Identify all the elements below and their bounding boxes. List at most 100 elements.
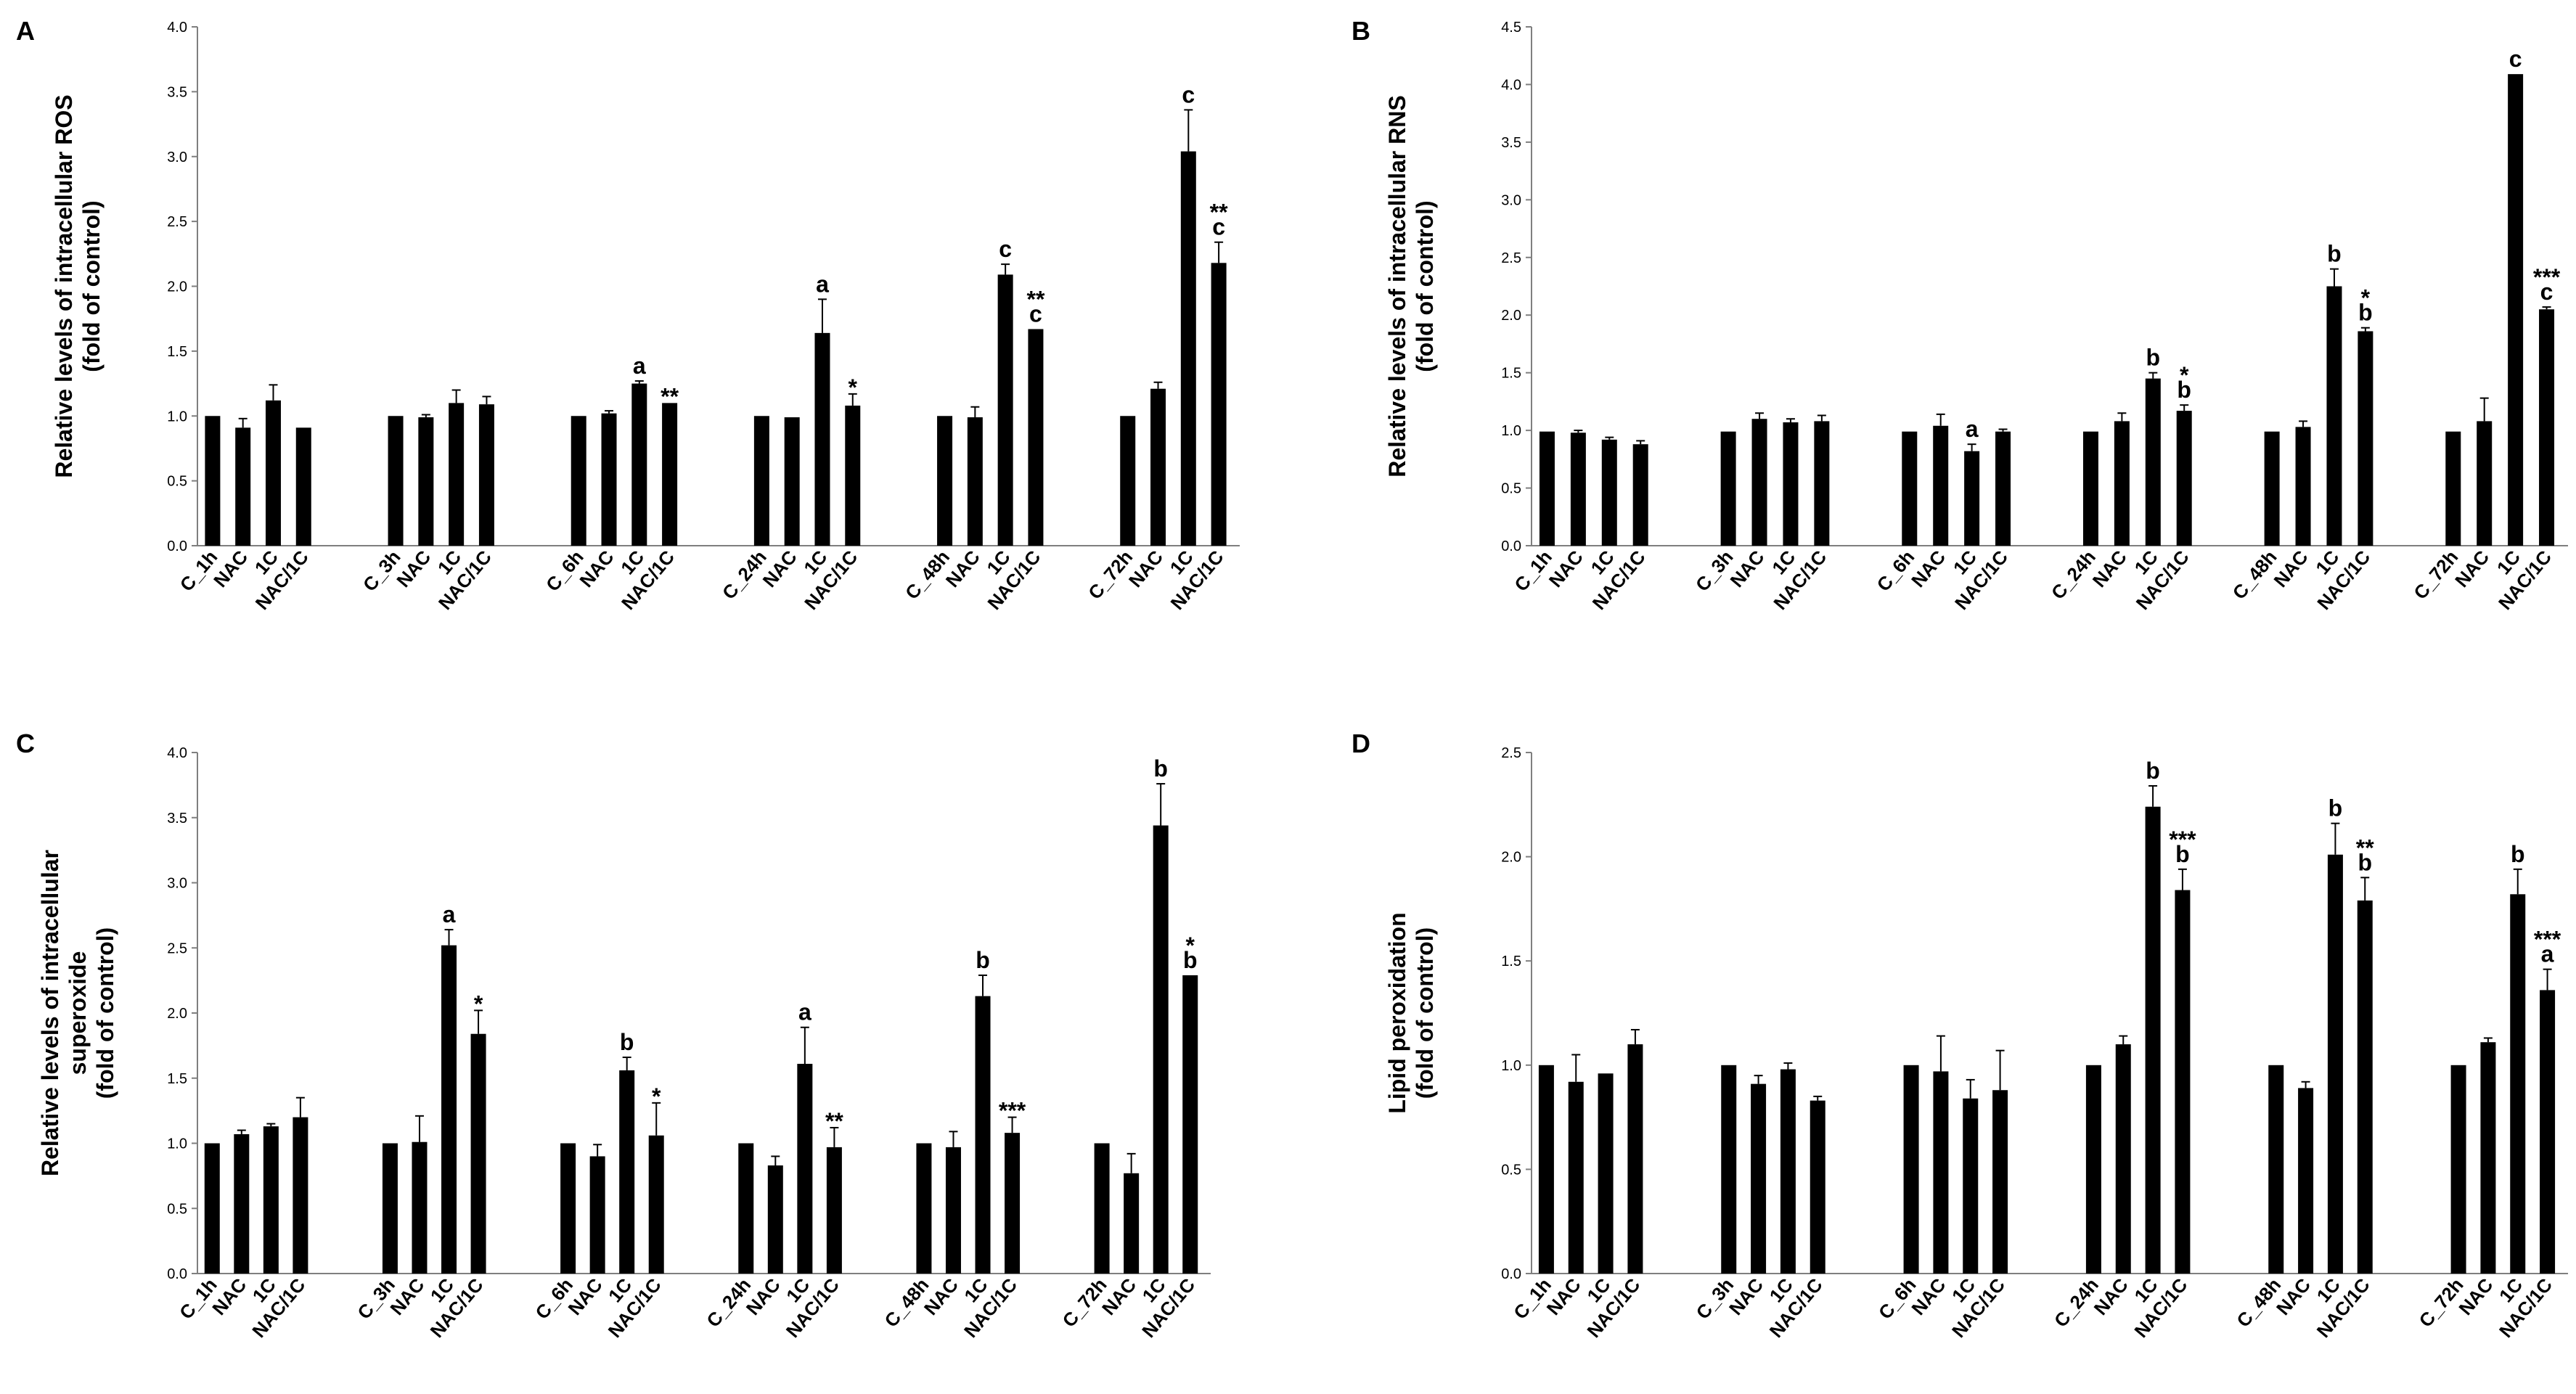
x-tick-label: NAC bbox=[392, 546, 435, 591]
bar bbox=[2445, 431, 2461, 546]
bar bbox=[662, 403, 678, 546]
bar bbox=[916, 1143, 932, 1274]
bar bbox=[1601, 439, 1617, 546]
significance-letter: b bbox=[976, 947, 990, 973]
y-tick-label: 1.5 bbox=[1501, 954, 1521, 969]
significance-letter: b bbox=[2358, 849, 2372, 875]
panel-letter-a: A bbox=[16, 16, 35, 46]
bar bbox=[265, 400, 281, 546]
y-tick-label: 0.0 bbox=[1501, 1266, 1521, 1282]
significance-letter: b bbox=[2327, 241, 2342, 267]
y-tick-label: 1.5 bbox=[167, 1071, 187, 1087]
bar bbox=[1783, 422, 1799, 546]
significance-stars: ** bbox=[2356, 835, 2374, 861]
y-tick-label: 0.0 bbox=[1501, 538, 1521, 554]
y-tick-label: 2.5 bbox=[167, 214, 187, 230]
x-tick-label: NAC bbox=[1542, 1274, 1585, 1319]
y-tick-label: 1.5 bbox=[1501, 366, 1521, 382]
x-tick-label: NAC bbox=[385, 1274, 428, 1319]
bar bbox=[2085, 1065, 2101, 1274]
bar bbox=[2508, 74, 2524, 546]
significance-stars: *** bbox=[2534, 927, 2561, 953]
bar bbox=[1933, 1071, 1949, 1274]
x-tick-label: NAC bbox=[1725, 1274, 1767, 1319]
bar bbox=[470, 1033, 486, 1274]
significance-stars: *** bbox=[999, 1098, 1026, 1124]
y-tick-label: 2.5 bbox=[167, 940, 187, 956]
significance-stars: *** bbox=[2169, 827, 2196, 853]
bar bbox=[2298, 1088, 2314, 1274]
y-tick-label: 3.0 bbox=[167, 149, 187, 165]
y-tick-label: 0.5 bbox=[167, 474, 187, 490]
significance-letter: b bbox=[620, 1029, 634, 1055]
y-tick-label: 3.5 bbox=[1501, 135, 1521, 151]
bar bbox=[648, 1135, 664, 1274]
significance-letter: b bbox=[2146, 758, 2160, 784]
bar bbox=[1995, 431, 2011, 546]
bar bbox=[2450, 1065, 2466, 1274]
bar bbox=[293, 1117, 308, 1274]
y-axis-label: Relative levels of intracellular bbox=[37, 850, 63, 1176]
bar bbox=[2176, 411, 2192, 546]
bar bbox=[2145, 378, 2161, 546]
significance-letter: a bbox=[633, 353, 646, 379]
significance-stars: *** bbox=[2533, 264, 2561, 290]
y-tick-label: 3.5 bbox=[167, 811, 187, 827]
bar bbox=[797, 1064, 813, 1274]
bar bbox=[945, 1147, 961, 1274]
x-tick-label: NAC bbox=[941, 546, 984, 591]
x-tick-label: NAC bbox=[2088, 546, 2131, 591]
bar bbox=[2327, 854, 2343, 1274]
x-tick-label: NAC bbox=[208, 1274, 250, 1319]
bar bbox=[205, 416, 221, 546]
bar bbox=[2082, 431, 2098, 546]
significance-letter: b bbox=[2175, 841, 2190, 867]
significance-letter: c bbox=[2509, 46, 2522, 72]
x-tick-label: NAC bbox=[575, 546, 618, 591]
bar bbox=[418, 417, 434, 546]
bar bbox=[2539, 309, 2555, 546]
bar bbox=[589, 1156, 605, 1274]
y-tick-label: 4.5 bbox=[1501, 20, 1521, 36]
bar bbox=[1751, 1083, 1767, 1274]
bar bbox=[2115, 1044, 2131, 1274]
bar bbox=[1627, 1044, 1643, 1274]
y-tick-label: 4.0 bbox=[1501, 77, 1521, 93]
y-tick-label: 2.5 bbox=[1501, 745, 1521, 761]
bar bbox=[1810, 1100, 1825, 1274]
y-axis-label: Relative levels of intracellular RNS bbox=[1384, 95, 1410, 477]
significance-letter: a bbox=[2541, 941, 2554, 967]
x-tick-label: NAC bbox=[2090, 1274, 2133, 1319]
bar bbox=[2358, 331, 2373, 546]
bar bbox=[1963, 1098, 1979, 1274]
x-tick-label: NAC bbox=[920, 1274, 962, 1319]
bar bbox=[2145, 806, 2161, 1274]
y-axis-label: (fold of control) bbox=[78, 200, 105, 372]
y-tick-label: 1.0 bbox=[167, 409, 187, 425]
chart-lipid-peroxidation: 0.0 0.5 1.0 1.5 2.0 2.5 Lipid peroxidation (fol… bbox=[1384, 745, 2568, 1342]
bar bbox=[1538, 1065, 1554, 1274]
bar bbox=[2357, 900, 2373, 1274]
bar bbox=[1568, 1081, 1584, 1274]
bar bbox=[449, 403, 465, 546]
bar bbox=[826, 1147, 842, 1274]
bar bbox=[1903, 1065, 1919, 1274]
bar bbox=[1124, 1173, 1140, 1274]
significance-letter: c bbox=[999, 236, 1012, 262]
significance-letter: c bbox=[1212, 214, 1225, 240]
x-tick-label: NAC bbox=[1097, 1274, 1140, 1319]
bar bbox=[2326, 286, 2342, 546]
y-tick-label: 2.0 bbox=[167, 1006, 187, 1022]
bar bbox=[1120, 416, 1136, 546]
significance-letter: b bbox=[1153, 755, 1168, 782]
significance-letter: a bbox=[1966, 416, 1979, 442]
y-axis-label: superoxide bbox=[65, 951, 91, 1075]
bar bbox=[1933, 425, 1949, 546]
bar bbox=[2540, 990, 2556, 1274]
bar bbox=[2268, 1065, 2284, 1274]
y-tick-label: 0.0 bbox=[167, 538, 187, 554]
bar bbox=[814, 332, 830, 546]
bar bbox=[1720, 431, 1736, 546]
y-axis-label: (fold of control) bbox=[1412, 200, 1438, 372]
